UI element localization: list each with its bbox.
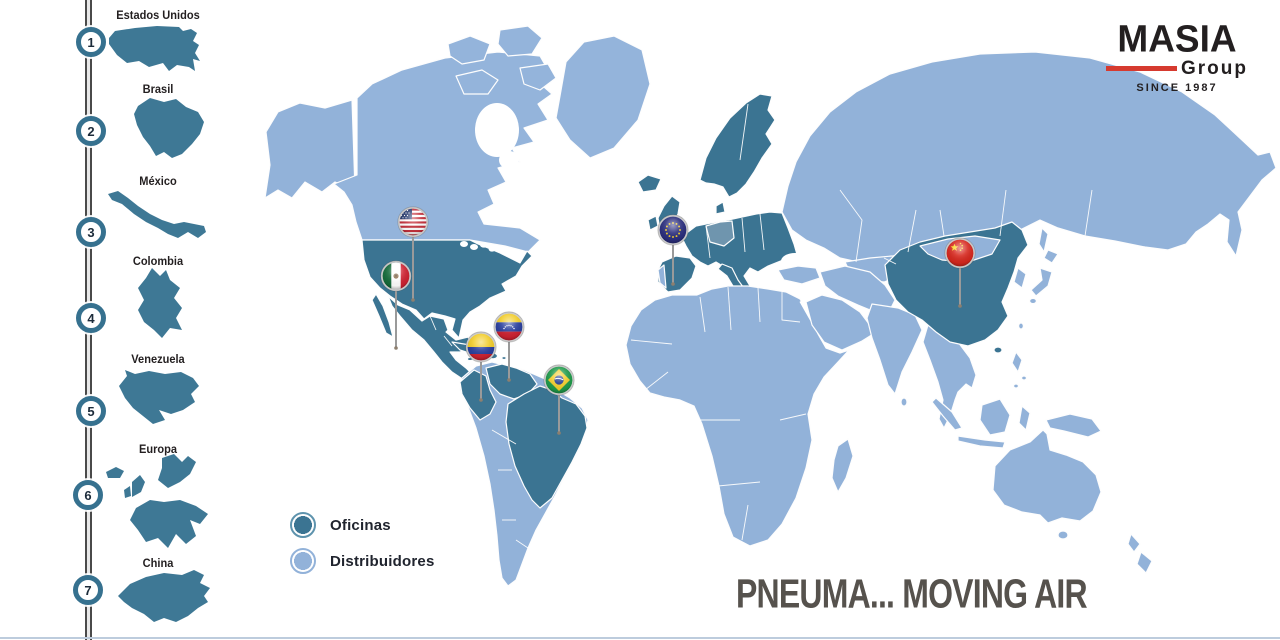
country-label: Colombia xyxy=(132,254,184,268)
country-label: China xyxy=(142,556,174,570)
country-label: Brasil xyxy=(142,82,174,96)
step-number-badge: 6 xyxy=(73,480,103,510)
step-number-badge: 1 xyxy=(76,27,106,57)
tagline-text: PNEUMA... MOVING AIR xyxy=(736,572,1088,617)
logo-since-text: SINCE 1987 xyxy=(1136,82,1218,94)
usa-silhouette-icon xyxy=(109,26,200,71)
step-number-badge: 7 xyxy=(73,575,103,605)
country-label: Venezuela xyxy=(131,352,185,366)
map-legend: Oficinas Distribuidores xyxy=(290,512,434,584)
offices-label: Oficinas xyxy=(330,516,391,534)
step-number-badge: 4 xyxy=(76,303,106,333)
map-pin-china xyxy=(944,237,976,315)
china-flag-icon xyxy=(944,237,976,308)
step-number-badge: 3 xyxy=(76,217,106,247)
logo-row: Group xyxy=(1106,59,1248,78)
europe-silhouette-icon xyxy=(106,454,208,548)
country-label: Estados Unidos xyxy=(116,8,200,22)
distributors-label: Distribuidores xyxy=(330,552,435,570)
colombia-silhouette-icon xyxy=(138,268,182,338)
offices-marker-icon xyxy=(290,512,316,538)
brazil-flag-icon xyxy=(543,364,575,435)
logo-brand-text: MASIA xyxy=(1117,17,1237,60)
venezuela-silhouette-icon xyxy=(119,370,199,424)
map-pin-mexico xyxy=(380,260,412,357)
distributors-marker-icon xyxy=(290,548,316,574)
usa-flag-icon xyxy=(397,206,429,302)
mexico-flag-icon xyxy=(380,260,412,350)
map-pin-estados-unidos xyxy=(397,206,429,309)
china-silhouette-icon xyxy=(118,570,210,622)
venezuela-flag-icon xyxy=(493,311,525,382)
colombia-flag-icon xyxy=(465,331,497,402)
step-number-badge: 5 xyxy=(76,396,106,426)
masia-group-logo: MASIA Group SINCE 1987 xyxy=(1106,20,1248,94)
bottom-divider xyxy=(0,637,1280,639)
map-pin-colombia xyxy=(465,331,497,409)
legend-offices-row: Oficinas xyxy=(290,512,434,538)
mexico-silhouette-icon xyxy=(108,191,206,238)
step-number-badge: 2 xyxy=(76,116,106,146)
country-label: Europa xyxy=(138,442,178,456)
brazil-silhouette-icon xyxy=(134,98,204,158)
map-pin-brasil xyxy=(543,364,575,442)
country-label: México xyxy=(139,174,177,188)
map-pin-europa xyxy=(657,214,689,293)
eu-flag-icon xyxy=(657,214,689,286)
logo-red-bar xyxy=(1106,66,1177,71)
map-pin-venezuela xyxy=(493,311,525,389)
legend-distributors-row: Distribuidores xyxy=(290,548,434,574)
logo-group-text: Group xyxy=(1181,58,1248,79)
